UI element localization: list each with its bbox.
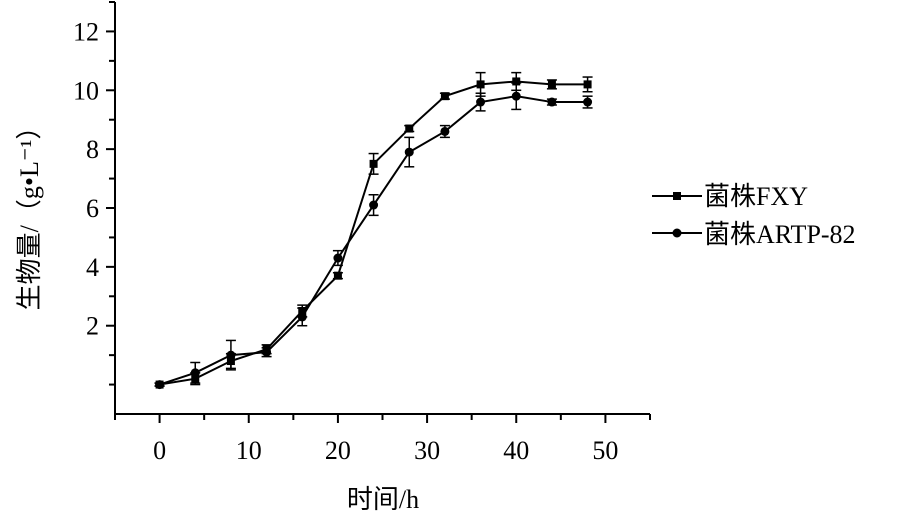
legend-label-artp: 菌株ARTP-82 bbox=[704, 220, 856, 249]
data-point-circle bbox=[226, 350, 236, 360]
x-axis-title: 时间/h bbox=[347, 485, 419, 514]
x-tick-label: 50 bbox=[592, 436, 618, 465]
legend-marker-circle bbox=[672, 228, 682, 238]
data-point-circle bbox=[190, 368, 200, 378]
data-point-square bbox=[547, 80, 556, 89]
y-tick-label: 8 bbox=[86, 135, 99, 164]
data-point-square bbox=[512, 77, 521, 86]
y-tick-label: 10 bbox=[73, 76, 99, 105]
x-tick-label: 0 bbox=[153, 436, 166, 465]
x-tick-label: 30 bbox=[414, 436, 440, 465]
ticks: 0 10 20 30 40 50 2 4 6 8 10 12 bbox=[73, 1, 651, 465]
data-point-circle bbox=[547, 97, 557, 107]
data-point-circle bbox=[297, 312, 307, 322]
x-tick-label: 40 bbox=[503, 436, 529, 465]
data-point-circle bbox=[511, 91, 521, 101]
data-point-circle bbox=[440, 126, 450, 136]
axes bbox=[114, 2, 650, 415]
data-point-circle bbox=[333, 253, 343, 263]
x-tick-label: 20 bbox=[325, 436, 351, 465]
series-line bbox=[159, 95, 588, 386]
data-point-circle bbox=[155, 380, 165, 390]
data-point-circle bbox=[404, 147, 414, 157]
data-point-square bbox=[476, 80, 485, 89]
y-tick-label: 12 bbox=[73, 17, 99, 46]
data-point-square bbox=[405, 124, 414, 133]
y-axis-title: 生物量/（g•L⁻¹） bbox=[15, 114, 44, 311]
legend-label-fxy: 菌株FXY bbox=[704, 182, 808, 211]
data-point-circle bbox=[369, 200, 379, 210]
data-point-square bbox=[369, 159, 378, 168]
y-tick-label: 2 bbox=[86, 312, 99, 341]
y-tick-label: 4 bbox=[86, 253, 99, 282]
legend-marker-square bbox=[673, 192, 681, 200]
data-point-square bbox=[333, 271, 342, 280]
y-tick-label: 6 bbox=[86, 194, 99, 223]
data-point-square bbox=[583, 80, 592, 89]
data-point-square bbox=[440, 92, 449, 101]
data-point-circle bbox=[583, 97, 593, 107]
series-fxy bbox=[154, 71, 593, 389]
series-artp bbox=[154, 82, 593, 390]
legend-item-fxy: 菌株FXY bbox=[652, 182, 808, 211]
series-layer bbox=[154, 71, 593, 390]
data-point-circle bbox=[476, 97, 486, 107]
x-tick-label: 10 bbox=[236, 436, 262, 465]
legend: 菌株FXY 菌株ARTP-82 bbox=[652, 182, 856, 249]
series-line bbox=[159, 80, 588, 386]
legend-item-artp: 菌株ARTP-82 bbox=[652, 220, 856, 249]
data-point-circle bbox=[262, 347, 272, 357]
